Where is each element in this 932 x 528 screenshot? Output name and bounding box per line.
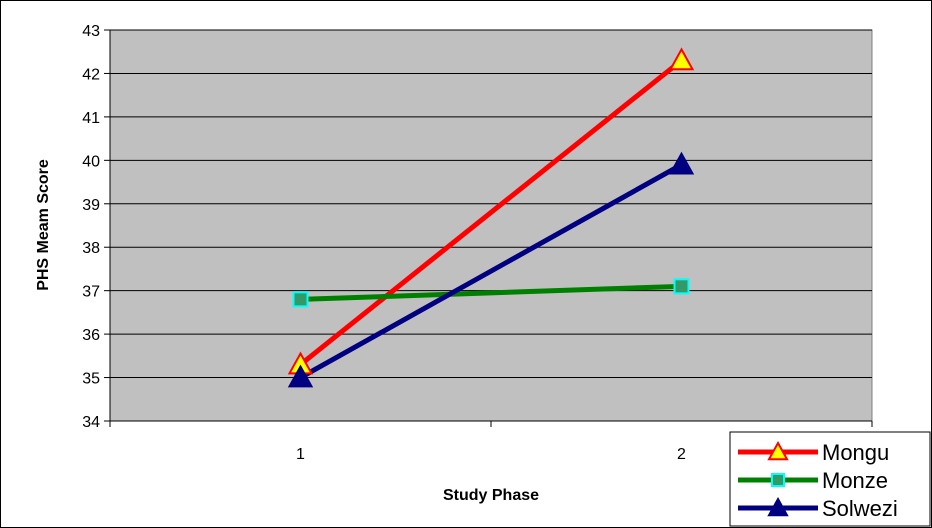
y-axis-title: PHS Meam Score <box>35 159 52 291</box>
y-tick-label: 35 <box>82 371 100 388</box>
data-point-solwezi-2 <box>668 151 695 175</box>
series-line-solwezi <box>299 162 683 380</box>
data-point-mongu-2 <box>668 47 695 71</box>
series-markers <box>287 47 695 388</box>
legend-entry-monze: Monze <box>738 468 888 493</box>
data-point-solwezi-1 <box>287 364 314 388</box>
gridlines <box>110 29 872 379</box>
legend-marker-solwezi <box>767 496 789 517</box>
y-tick-label: 43 <box>82 23 100 40</box>
y-tick-label: 34 <box>82 414 100 431</box>
series-lines <box>298 58 684 380</box>
legend-label-solwezi: Solwezi <box>822 496 898 521</box>
y-tick-label: 40 <box>82 153 100 170</box>
data-point-monze-1 <box>292 291 309 308</box>
y-axis-ticks: 34 35 36 37 38 39 40 41 42 43 <box>82 23 110 431</box>
y-tick-label: 41 <box>82 110 100 127</box>
y-tick-label: 36 <box>82 327 100 344</box>
legend-marker-monze <box>771 473 785 487</box>
series-line-mongu <box>298 58 684 367</box>
plot-area <box>109 29 873 422</box>
x-axis-title: Study Phase <box>443 487 539 504</box>
y-tick-label: 37 <box>82 284 100 301</box>
data-point-monze-2 <box>673 278 690 295</box>
legend-entry-mongu: Mongu <box>738 440 889 465</box>
legend: Mongu Monze Solwezi <box>729 431 931 527</box>
legend-marker-mongu <box>767 440 789 461</box>
legend-label-monze: Monze <box>822 468 888 493</box>
x-tick-label: 2 <box>677 446 686 463</box>
x-tick-label: 1 <box>296 446 305 463</box>
series-line-monze <box>300 283 682 302</box>
y-tick-label: 39 <box>82 197 100 214</box>
y-tick-label: 42 <box>82 66 100 83</box>
y-tick-label: 38 <box>82 240 100 257</box>
legend-label-mongu: Mongu <box>822 440 889 465</box>
legend-entry-solwezi: Solwezi <box>738 496 898 521</box>
